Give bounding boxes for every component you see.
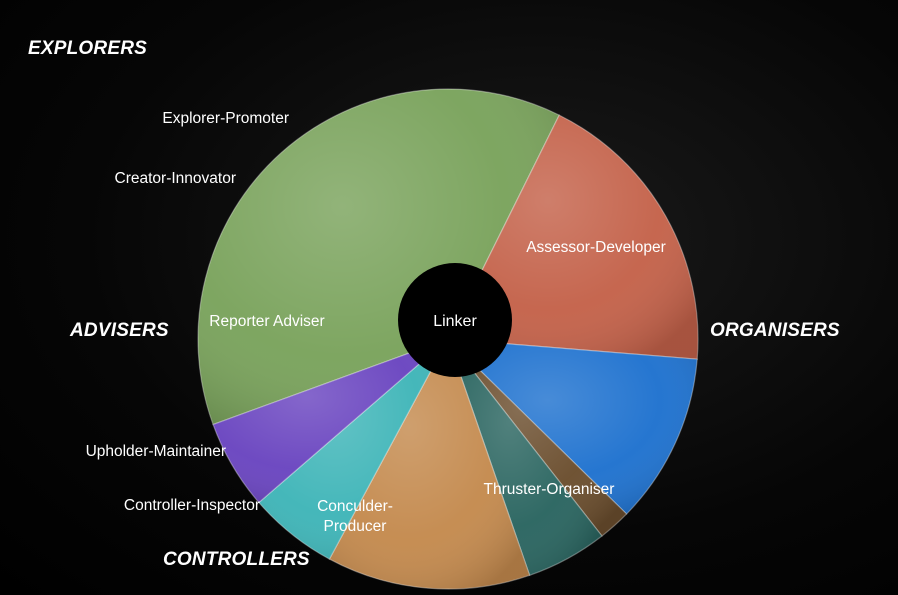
donut-hole <box>398 263 512 377</box>
slice-label-reporter-adviser: Reporter Adviser <box>209 313 324 330</box>
center-label: Linker <box>433 313 477 330</box>
slice-label-assessor-developer: Assessor-Developer <box>526 239 666 256</box>
slice-sheen-thruster-organiser <box>448 115 698 360</box>
group-label-advisers: ADVISERS <box>70 320 169 341</box>
slice-sheen-creator-innovator <box>258 339 448 560</box>
slice-label-creator-innovator: Creator-Innovator <box>115 170 236 187</box>
slice-sheen-controller-inspector <box>448 339 627 536</box>
slice-label-thruster-organiser: Thruster-Organiser <box>484 481 615 498</box>
slice-sheen-assessor-developer <box>198 88 560 425</box>
slice-label-controller-inspector: Controller-Inspector <box>124 497 260 514</box>
group-label-controllers: CONTROLLERS <box>163 549 310 570</box>
slice-sheen-explorer-promoter <box>213 339 448 503</box>
slice-label-explorer-promoter: Explorer-Promoter <box>162 110 289 127</box>
slice-sheen-upholder-maintainer <box>448 339 602 576</box>
slice-label-upholder-maintainer: Upholder-Maintainer <box>86 443 226 460</box>
group-label-explorers: EXPLORERS <box>28 38 147 59</box>
slice-label-conculder-producer: Conculder-Producer <box>317 498 393 535</box>
group-label-organisers: ORGANISERS <box>710 320 840 341</box>
slice-sheen-reporter-adviser <box>329 339 530 589</box>
slice-sheen-conculder-producer <box>448 339 698 514</box>
